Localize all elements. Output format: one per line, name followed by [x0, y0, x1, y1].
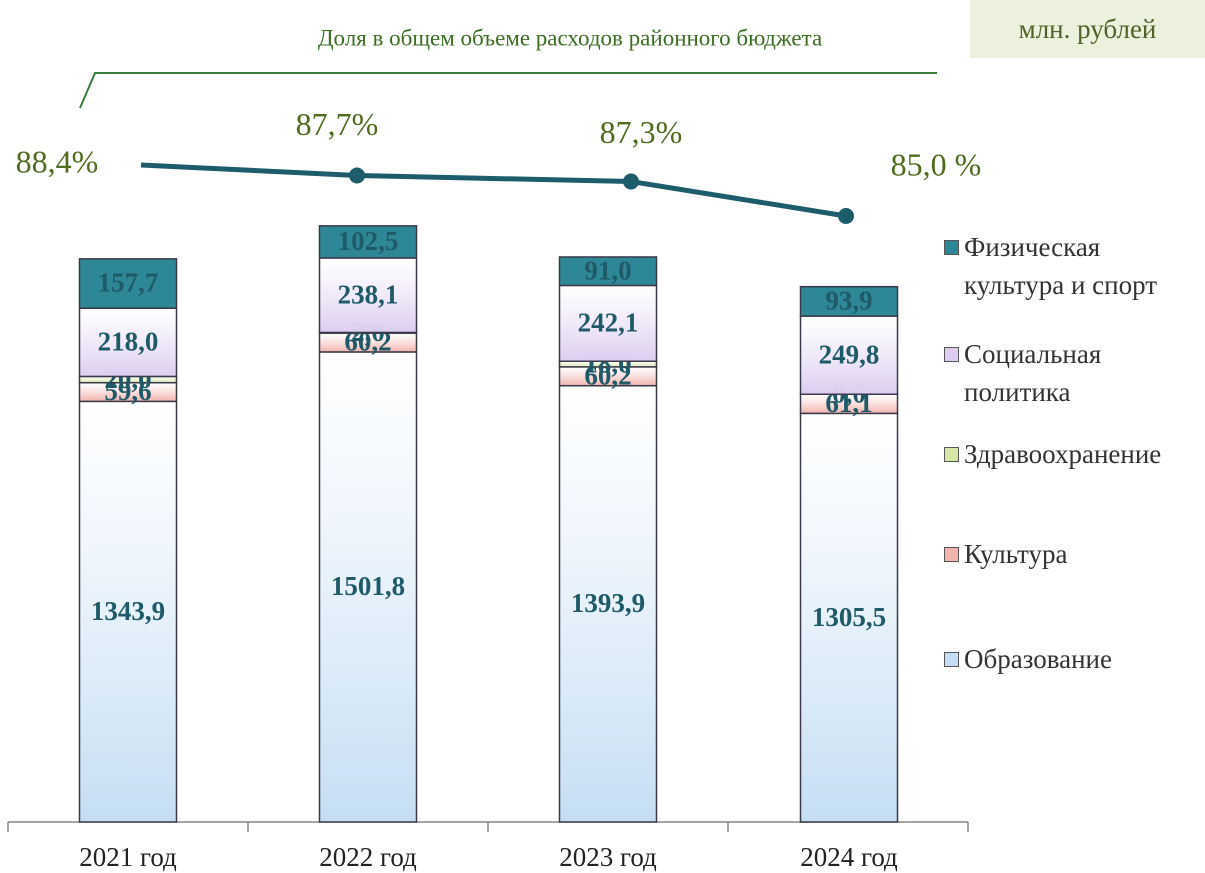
line-label: 87,3%	[600, 114, 683, 150]
bar-segment	[318, 225, 418, 259]
line-label: 87,7%	[296, 106, 379, 142]
data-label: 93,9	[825, 286, 872, 316]
legend-label: Физическая культура и спорт	[964, 232, 1158, 300]
bar-segment	[318, 257, 418, 334]
x-tick-label: 2023 год	[559, 842, 657, 872]
data-label: 242,1	[578, 308, 639, 338]
data-label: 238,1	[338, 279, 399, 309]
line-label: 85,0 %	[891, 146, 982, 182]
legend-entry: Физическая культура и спорт	[940, 228, 1205, 304]
legend-label: Здравоохранение	[964, 439, 1162, 469]
unit-label: млн. рублей	[970, 0, 1205, 58]
legend-swatch	[944, 240, 959, 255]
legend-swatch	[944, 347, 959, 362]
data-label: 1305,5	[812, 602, 886, 632]
data-label: 1343,9	[91, 596, 165, 626]
data-label: 1393,9	[571, 588, 645, 618]
line-marker	[623, 173, 639, 190]
legend-label: Культура	[964, 539, 1068, 569]
legend-label: Образование	[964, 644, 1112, 674]
data-label: 157,7	[98, 268, 159, 298]
data-label: 102,5	[338, 226, 399, 256]
data-label: 1501,8	[331, 571, 405, 601]
x-tick-label: 2024 год	[800, 842, 898, 872]
legend-entry: Здравоохранение	[940, 435, 1205, 473]
bar-segment	[78, 400, 178, 823]
bar-segment	[318, 351, 418, 823]
data-label: 91,0	[584, 255, 631, 285]
x-tick-label: 2021 год	[79, 842, 177, 872]
bar-segment	[799, 315, 899, 396]
data-label: 218,0	[98, 327, 159, 357]
bar-segment	[558, 384, 658, 823]
line-label: 88,4%	[16, 143, 99, 179]
bar-segment	[799, 412, 899, 823]
legend-swatch	[944, 652, 959, 667]
bar-segment	[558, 284, 658, 362]
legend-entry: Социальная политика	[940, 335, 1205, 411]
subtitle: Доля в общем объеме расходов районного б…	[318, 25, 822, 50]
legend-label: Социальная политика	[964, 339, 1102, 407]
bar-segment	[799, 285, 899, 317]
legend-entry: Культура	[940, 535, 1205, 573]
line-marker	[838, 208, 854, 224]
data-label: 249,8	[819, 339, 880, 369]
share-line	[140, 162, 847, 219]
bracket	[79, 72, 937, 109]
legend-entry: Образование	[940, 640, 1205, 678]
legend-swatch	[944, 447, 959, 462]
legend-swatch	[944, 547, 959, 562]
bar-segment	[78, 258, 178, 309]
x-tick-label: 2022 год	[319, 842, 417, 872]
line-marker	[349, 167, 365, 184]
bar-segment	[558, 256, 658, 287]
bar-segment	[78, 307, 178, 378]
